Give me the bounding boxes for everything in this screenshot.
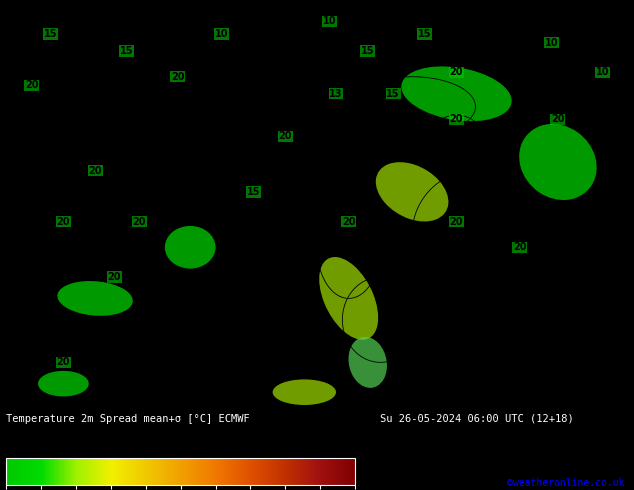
Text: 15: 15 xyxy=(386,89,400,99)
Ellipse shape xyxy=(349,337,387,388)
Text: 20: 20 xyxy=(551,114,565,124)
Text: 10: 10 xyxy=(215,29,229,39)
Text: 15: 15 xyxy=(120,46,134,56)
Text: 10: 10 xyxy=(323,16,337,26)
Text: 15: 15 xyxy=(247,187,261,197)
Text: 20: 20 xyxy=(88,166,102,175)
Ellipse shape xyxy=(58,281,133,316)
Text: ©weatheronline.co.uk: ©weatheronline.co.uk xyxy=(507,478,624,488)
Text: 15: 15 xyxy=(418,29,432,39)
Text: Su 26-05-2024 06:00 UTC (12+18): Su 26-05-2024 06:00 UTC (12+18) xyxy=(380,414,574,424)
Text: 20: 20 xyxy=(450,68,463,77)
Ellipse shape xyxy=(519,124,597,200)
Text: 20: 20 xyxy=(513,242,527,252)
Text: 10: 10 xyxy=(545,38,559,48)
Text: 20: 20 xyxy=(56,357,70,368)
Text: 20: 20 xyxy=(450,114,463,124)
Ellipse shape xyxy=(38,371,89,396)
Text: 20: 20 xyxy=(56,217,70,227)
Ellipse shape xyxy=(376,162,448,221)
Text: 13: 13 xyxy=(329,89,343,99)
Text: 20: 20 xyxy=(133,217,146,227)
Text: 20: 20 xyxy=(278,131,292,142)
Ellipse shape xyxy=(165,226,216,269)
Ellipse shape xyxy=(273,379,336,405)
Text: Temperature 2m Spread mean+σ [°C] ECMWF: Temperature 2m Spread mean+σ [°C] ECMWF xyxy=(6,414,250,424)
Ellipse shape xyxy=(401,67,512,121)
Ellipse shape xyxy=(319,257,378,340)
Text: 20: 20 xyxy=(107,272,121,282)
Text: 20: 20 xyxy=(450,217,463,227)
Text: 20: 20 xyxy=(171,72,184,82)
Text: 10: 10 xyxy=(595,68,609,77)
Text: 20: 20 xyxy=(342,217,356,227)
Text: 15: 15 xyxy=(361,46,375,56)
Text: 20: 20 xyxy=(25,80,39,90)
Text: 15: 15 xyxy=(44,29,58,39)
